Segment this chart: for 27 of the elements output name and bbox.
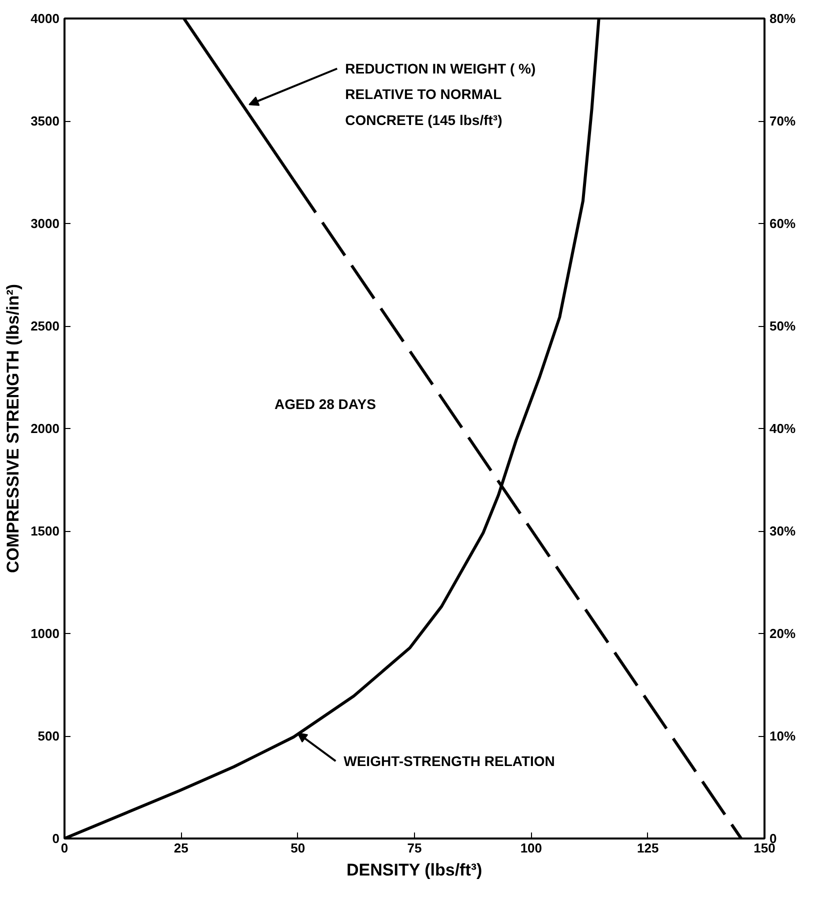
x-tick-label: 25 bbox=[174, 840, 188, 856]
y-tick-label: 4000 bbox=[30, 11, 60, 26]
x-tick-label: 100 bbox=[520, 840, 542, 856]
y-tick-label: 2500 bbox=[30, 318, 60, 334]
y-tick-label: 1500 bbox=[30, 524, 60, 538]
y2-tick-label: 40% bbox=[770, 421, 796, 436]
y-tick-label: 1000 bbox=[30, 626, 60, 641]
y2-tick-label: 60% bbox=[770, 216, 796, 231]
y2-tick-label: 70% bbox=[770, 114, 796, 128]
y2-tick-label: 30% bbox=[770, 524, 796, 538]
y-tick-label: 3500 bbox=[30, 114, 60, 128]
y2-tick-label: 20% bbox=[770, 626, 796, 641]
x-tick-label: 75 bbox=[407, 840, 422, 856]
y2-tick-label: 80% bbox=[770, 11, 796, 26]
x-axis-title: DENSITY (lbs/ft³) bbox=[346, 860, 482, 880]
y2-tick-label: 50% bbox=[770, 318, 796, 334]
annotation: WEIGHT-STRENGTH RELATION bbox=[344, 753, 555, 770]
y-tick-label: 3000 bbox=[30, 216, 60, 231]
annotation: REDUCTION IN WEIGHT ( %) RELATIVE TO NORMAL CONCRETE (145 lbs/ft³) bbox=[345, 60, 536, 128]
y2-tick-label: 10% bbox=[770, 728, 796, 744]
annotation: AGED 28 DAYS bbox=[274, 396, 376, 412]
y-tick-label: 0 bbox=[52, 831, 60, 846]
x-tick-label: 50 bbox=[290, 840, 306, 856]
x-tick-label: 125 bbox=[636, 840, 659, 856]
y-tick-label: 2000 bbox=[30, 421, 60, 436]
y-tick-label: 500 bbox=[38, 728, 60, 744]
y-axis-title: COMPRESSIVE STRENGTH (lbs/in²) bbox=[4, 284, 23, 574]
